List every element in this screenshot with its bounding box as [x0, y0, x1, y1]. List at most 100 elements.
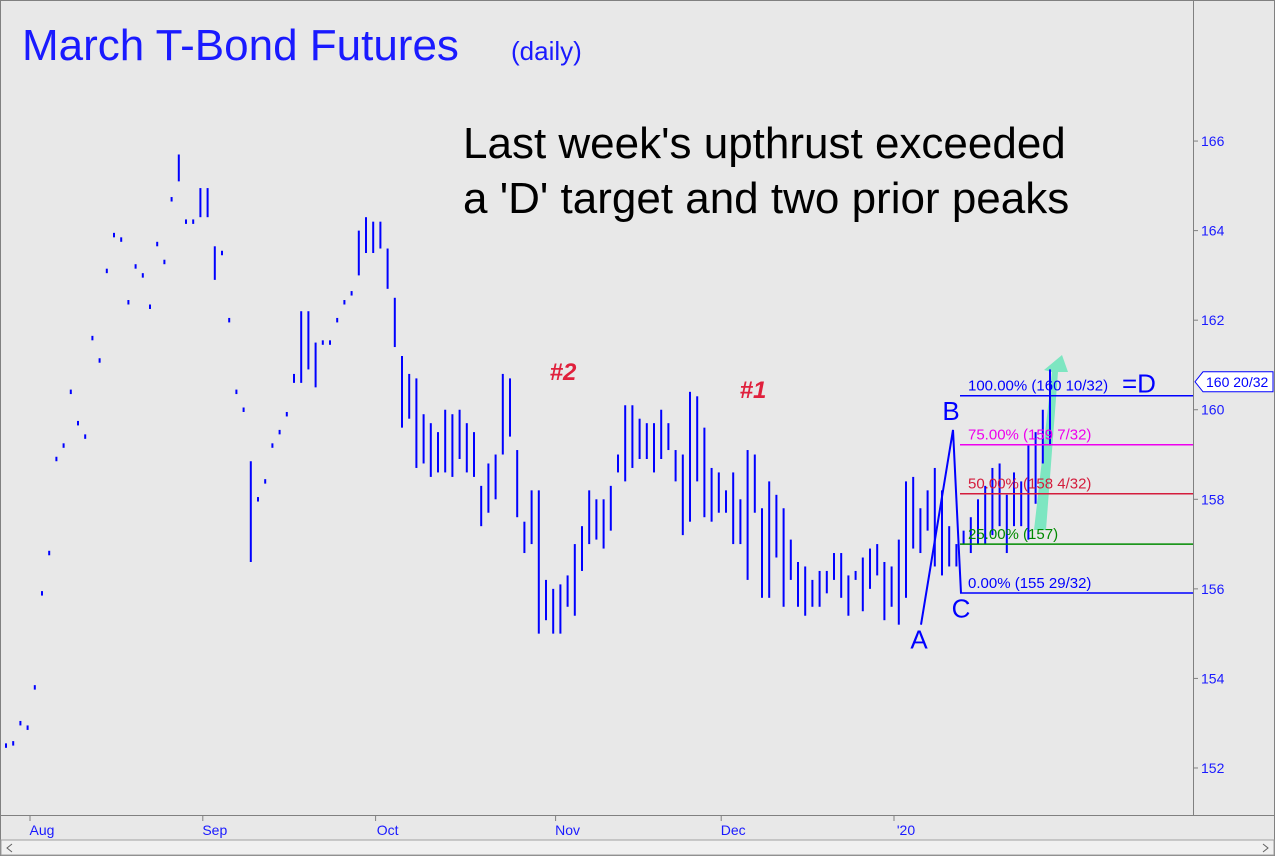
fib-label: 25.00% (157) [968, 526, 1058, 543]
price-bar [293, 373, 295, 383]
price-bar [530, 490, 533, 545]
price-bar [379, 221, 382, 249]
price-bar [725, 490, 727, 513]
x-tick-label: Sep [202, 822, 227, 838]
price-bar [1013, 472, 1015, 527]
price-bar [991, 467, 994, 536]
price-bar [581, 526, 583, 571]
price-bar [465, 423, 468, 473]
price-bar [444, 409, 447, 473]
price-bar [717, 472, 720, 513]
price-bar [789, 539, 792, 580]
abc-label: C [952, 593, 971, 623]
peak-label: #1 [740, 377, 767, 404]
price-bar [804, 566, 807, 616]
y-tick-label: 156 [1201, 581, 1225, 597]
price-bar [350, 291, 353, 296]
price-bar [113, 232, 115, 238]
price-bar [739, 499, 742, 545]
fib-label: 100.00% (160 10/32) [968, 378, 1108, 395]
price-bar [480, 485, 483, 527]
price-bar [185, 219, 187, 224]
price-bar [12, 741, 15, 746]
price-bar [775, 494, 778, 558]
price-bar [1005, 494, 1008, 554]
price-bar [228, 317, 231, 323]
last-price-tag [1194, 371, 1274, 393]
price-bar [422, 414, 425, 464]
price-bar [415, 378, 418, 468]
price-bar [494, 454, 497, 500]
price-bar [127, 300, 130, 305]
price-bar [177, 154, 180, 182]
price-bar [876, 544, 879, 576]
price-bar [631, 405, 634, 468]
price-bar [199, 188, 202, 218]
price-bar [516, 450, 519, 518]
price-bar [69, 389, 72, 395]
x-tick-label: Oct [377, 822, 399, 838]
y-tick-label: 166 [1201, 133, 1225, 149]
price-bar [890, 566, 893, 607]
price-bar [595, 499, 598, 540]
x-tick-label: Nov [555, 822, 580, 838]
price-bar [242, 407, 245, 412]
price-bar [948, 526, 951, 567]
price-bar [393, 297, 396, 348]
price-bar [271, 443, 274, 448]
price-bar [782, 508, 785, 607]
price-bar [401, 356, 403, 428]
price-bar [818, 570, 821, 607]
price-bar [523, 521, 526, 554]
price-bar [746, 450, 749, 580]
price-bar [998, 463, 1001, 527]
price-bar [221, 250, 223, 256]
price-bar [509, 378, 511, 437]
price-bar [602, 499, 605, 549]
price-bar [825, 570, 828, 594]
price-bar [811, 579, 814, 607]
price-bar [732, 472, 735, 545]
price-bar [545, 579, 547, 621]
price-bar [77, 420, 79, 426]
price-bar [703, 427, 706, 518]
d-label: =D [1122, 369, 1156, 399]
price-bar [487, 463, 490, 513]
price-bar [314, 342, 317, 388]
price-bar [645, 423, 648, 459]
annotation: a 'D' target and two prior peaks [463, 174, 1069, 223]
scrollbar[interactable] [0, 839, 1275, 856]
price-bar [105, 268, 108, 274]
price-bar [912, 476, 915, 549]
price-bar [689, 391, 691, 522]
price-bar [869, 548, 871, 589]
price-bar [156, 241, 159, 247]
scroll-right[interactable] [1262, 843, 1269, 853]
price-bar [365, 217, 367, 254]
price-bar [660, 409, 663, 459]
price-bar [55, 456, 58, 462]
price-bar [26, 725, 29, 730]
price-bar [33, 685, 36, 690]
price-bar [552, 588, 555, 634]
price-bar [473, 432, 475, 477]
price-bar [797, 561, 799, 607]
price-bar [213, 246, 216, 280]
last-price-label: 160 20/32 [1206, 374, 1268, 390]
price-bar [429, 423, 432, 477]
price-bar [667, 423, 670, 451]
price-bar [1049, 369, 1051, 446]
price-bar [62, 443, 65, 448]
price-bar [235, 389, 238, 395]
chart-title: March T-Bond Futures [22, 21, 459, 70]
price-bar [451, 414, 454, 477]
price-bar [321, 340, 324, 345]
scroll-left[interactable] [6, 843, 13, 853]
price-bar [696, 396, 699, 482]
price-bar [638, 418, 641, 459]
x-tick-label: '20 [897, 822, 915, 838]
price-bar [1041, 409, 1044, 464]
price-bar [163, 259, 166, 265]
price-bar [307, 311, 310, 370]
